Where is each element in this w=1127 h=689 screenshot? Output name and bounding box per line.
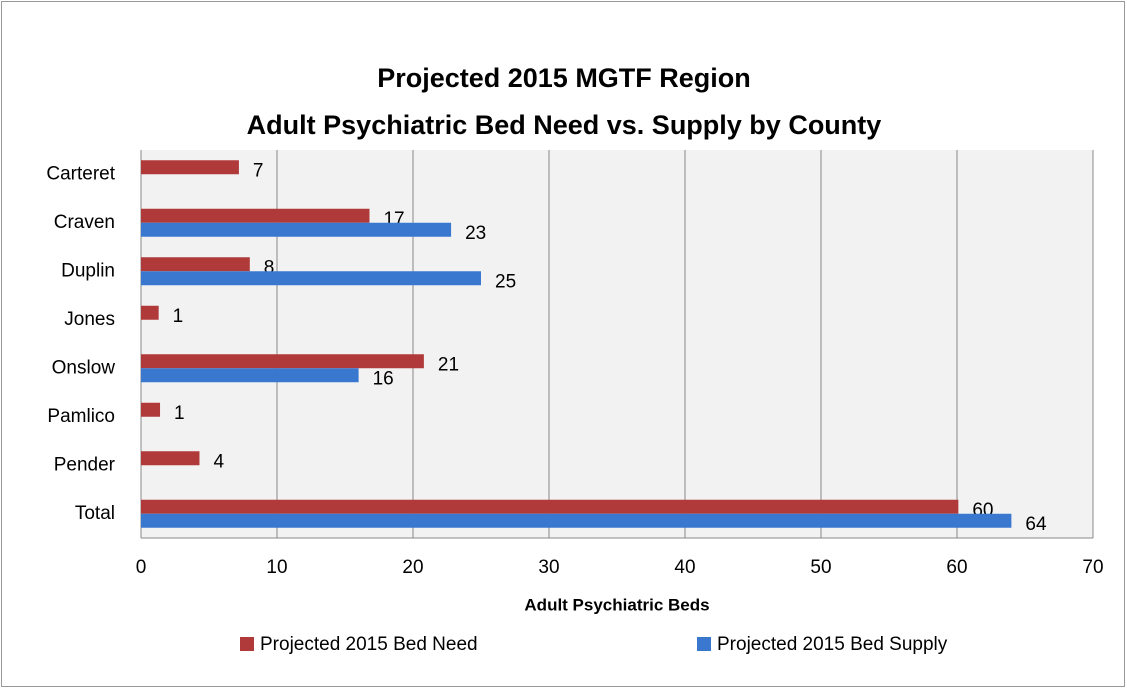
x-axis-title: Adult Psychiatric Beds: [524, 595, 709, 614]
data-label: 1: [173, 306, 184, 327]
x-tick-label: 30: [538, 557, 559, 578]
bar: [141, 451, 200, 466]
bar: [141, 208, 370, 223]
bar: [141, 354, 424, 369]
y-tick-label: Pender: [54, 454, 116, 475]
x-tick-label: 0: [136, 557, 147, 578]
chart-title: Projected 2015 MGTF Region: [377, 63, 751, 93]
y-tick-label: Craven: [54, 212, 115, 233]
bar: [141, 271, 481, 286]
x-tick-label: 60: [946, 557, 967, 578]
data-label: 7: [253, 160, 264, 181]
bar: [141, 499, 959, 514]
y-tick-label: Duplin: [61, 260, 115, 281]
x-tick-label: 40: [674, 557, 695, 578]
bar: [141, 402, 161, 417]
bar: [141, 160, 239, 175]
data-label: 21: [438, 354, 459, 375]
y-tick-label: Pamlico: [47, 406, 115, 427]
y-tick-label: Jones: [64, 309, 115, 330]
legend-label: Projected 2015 Bed Need: [260, 634, 478, 655]
x-tick-label: 50: [810, 557, 831, 578]
bar: [141, 222, 452, 237]
y-tick-label: Onslow: [52, 357, 116, 378]
y-tick-label: Total: [75, 503, 115, 524]
bar: [141, 305, 159, 320]
data-label: 23: [465, 223, 486, 244]
data-label: 1: [174, 403, 185, 424]
plot-area: [141, 150, 1093, 538]
data-label: 4: [213, 451, 224, 472]
bar: [141, 368, 359, 383]
legend-swatch: [240, 637, 254, 651]
data-label: 8: [264, 257, 275, 278]
y-tick-label: Carteret: [46, 163, 115, 184]
chart-title: Adult Psychiatric Bed Need vs. Supply by…: [247, 110, 882, 140]
x-tick-label: 70: [1082, 557, 1103, 578]
legend-label: Projected 2015 Bed Supply: [717, 634, 948, 655]
x-tick-label: 20: [402, 557, 423, 578]
legend-swatch: [697, 637, 711, 651]
bar: [141, 513, 1012, 528]
data-label: 25: [495, 271, 516, 292]
bar: [141, 257, 250, 272]
x-tick-label: 10: [266, 557, 287, 578]
data-label: 64: [1025, 514, 1047, 535]
data-label: 16: [373, 368, 394, 389]
